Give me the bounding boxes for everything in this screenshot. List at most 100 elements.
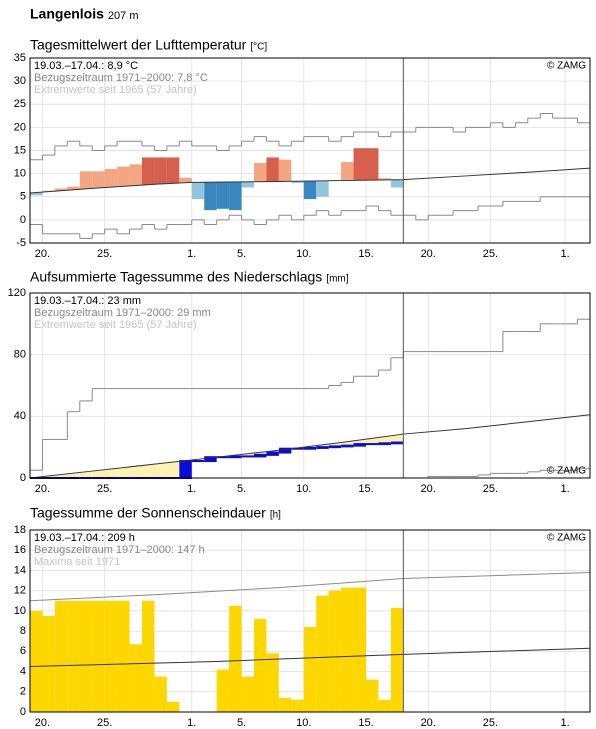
- y-tick-label: 12: [14, 585, 26, 597]
- deficit-bar: [129, 466, 142, 478]
- y-tick-label: 18: [14, 524, 26, 536]
- y-tick-label: 80: [14, 349, 26, 361]
- bar: [353, 587, 366, 712]
- deficit-bar: [154, 463, 167, 478]
- period-note: Bezugszeitraum 1971–2000: 147 h: [34, 544, 205, 556]
- bar: [129, 644, 142, 712]
- bar: [378, 178, 391, 180]
- chart-unit: [h]: [270, 510, 281, 521]
- increment-bar: [278, 447, 292, 454]
- bar: [266, 653, 279, 712]
- chart-unit: [mm]: [326, 274, 348, 285]
- x-tick-label: 25.: [483, 248, 498, 260]
- x-tick-label: 25.: [97, 248, 112, 260]
- deficit-bar: [378, 436, 391, 444]
- bar: [54, 188, 68, 191]
- increment-bar: [229, 455, 242, 459]
- station-name: Langenlois: [30, 6, 104, 22]
- increment-bar: [390, 441, 404, 445]
- bar: [79, 600, 93, 712]
- increment-bar: [303, 446, 317, 450]
- x-tick-label: 20.: [421, 717, 436, 729]
- increment-bar: [241, 455, 254, 458]
- period-note: Bezugszeitraum 1971–2000: 7,8 °C: [34, 72, 208, 84]
- period-note: Maxima seit 1971: [34, 556, 120, 568]
- bar: [104, 600, 118, 712]
- bar: [216, 669, 230, 712]
- x-tick-label: 15.: [358, 717, 373, 729]
- bar: [328, 590, 342, 712]
- deficit-bar: [166, 462, 180, 478]
- chart-title: Tagesmittelwert der Lufttemperatur: [30, 37, 247, 53]
- reference-line: [29, 414, 591, 479]
- plot-frame: [29, 529, 591, 713]
- deficit-bar: [67, 473, 80, 478]
- x-tick-label: 20.: [35, 248, 50, 260]
- bar: [254, 618, 267, 712]
- y-tick-label: 40: [14, 410, 26, 422]
- x-tick-label: 15.: [358, 248, 373, 260]
- bar: [42, 615, 55, 712]
- bar: [166, 157, 180, 184]
- y-tick-label: 6: [20, 645, 26, 657]
- x-tick-label: 10.: [296, 248, 311, 260]
- chart-title: Aufsummierte Tagessumme des Niederschlag…: [30, 269, 322, 285]
- bar: [67, 186, 80, 190]
- chart-unit: [°C]: [250, 42, 267, 53]
- increment-bar: [216, 456, 230, 459]
- bar: [30, 610, 43, 712]
- bar: [191, 182, 205, 200]
- deficit-bar: [104, 468, 118, 478]
- station-elevation: 207 m: [108, 10, 139, 22]
- y-tick-label: -5: [16, 237, 26, 249]
- bar: [353, 148, 366, 181]
- x-tick-label: 5.: [237, 483, 246, 495]
- y-tick-label: 16: [14, 544, 26, 556]
- x-tick-label: 20.: [421, 483, 436, 495]
- x-tick-label: 1.: [187, 483, 196, 495]
- bar: [303, 181, 317, 200]
- deficit-bar: [254, 452, 267, 455]
- bar: [154, 676, 167, 712]
- bar: [291, 699, 304, 712]
- bar: [366, 148, 379, 181]
- bar: [341, 587, 354, 712]
- deficit-bar: [92, 470, 105, 478]
- x-tick-label: 25.: [483, 717, 498, 729]
- bar: [142, 157, 155, 185]
- period-note: 19.03.–17.04.: 23 mm: [34, 295, 141, 307]
- x-tick-label: 20.: [35, 717, 50, 729]
- x-tick-label: 10.: [296, 483, 311, 495]
- bar: [142, 600, 155, 712]
- x-tick-label: 1.: [561, 248, 570, 260]
- y-tick-label: 20: [14, 121, 26, 133]
- y-tick-label: 25: [14, 98, 26, 110]
- x-tick-label: 1.: [187, 717, 196, 729]
- y-tick-label: 0: [20, 706, 26, 718]
- x-tick-label: 10.: [296, 717, 311, 729]
- increment-bar: [204, 456, 217, 463]
- period-note: Extremwerte seit 1965 (57 Jahre): [34, 319, 197, 331]
- reference-line: [29, 571, 591, 602]
- x-tick-label: 5.: [237, 248, 246, 260]
- x-tick-label: 15.: [358, 483, 373, 495]
- x-tick-label: 1.: [187, 248, 196, 260]
- x-tick-label: 25.: [483, 483, 498, 495]
- bar: [390, 179, 404, 188]
- plot-frame: [29, 57, 591, 244]
- y-tick-label: 14: [14, 564, 26, 576]
- bar: [154, 157, 167, 184]
- bar: [92, 171, 105, 189]
- credit: © ZAMG: [547, 533, 586, 544]
- deficit-bar: [42, 475, 55, 478]
- chart-title: Tagessumme der Sonnenscheindauer: [30, 505, 266, 521]
- reference-line: [29, 167, 591, 194]
- bar: [117, 166, 130, 187]
- deficit-bar: [353, 439, 366, 445]
- x-tick-label: 20.: [35, 483, 50, 495]
- credit: © ZAMG: [547, 466, 586, 477]
- increment-bar: [378, 442, 391, 446]
- period-note: Extremwerte seit 1965 (57 Jahre): [34, 84, 197, 96]
- reference-line: [29, 647, 591, 667]
